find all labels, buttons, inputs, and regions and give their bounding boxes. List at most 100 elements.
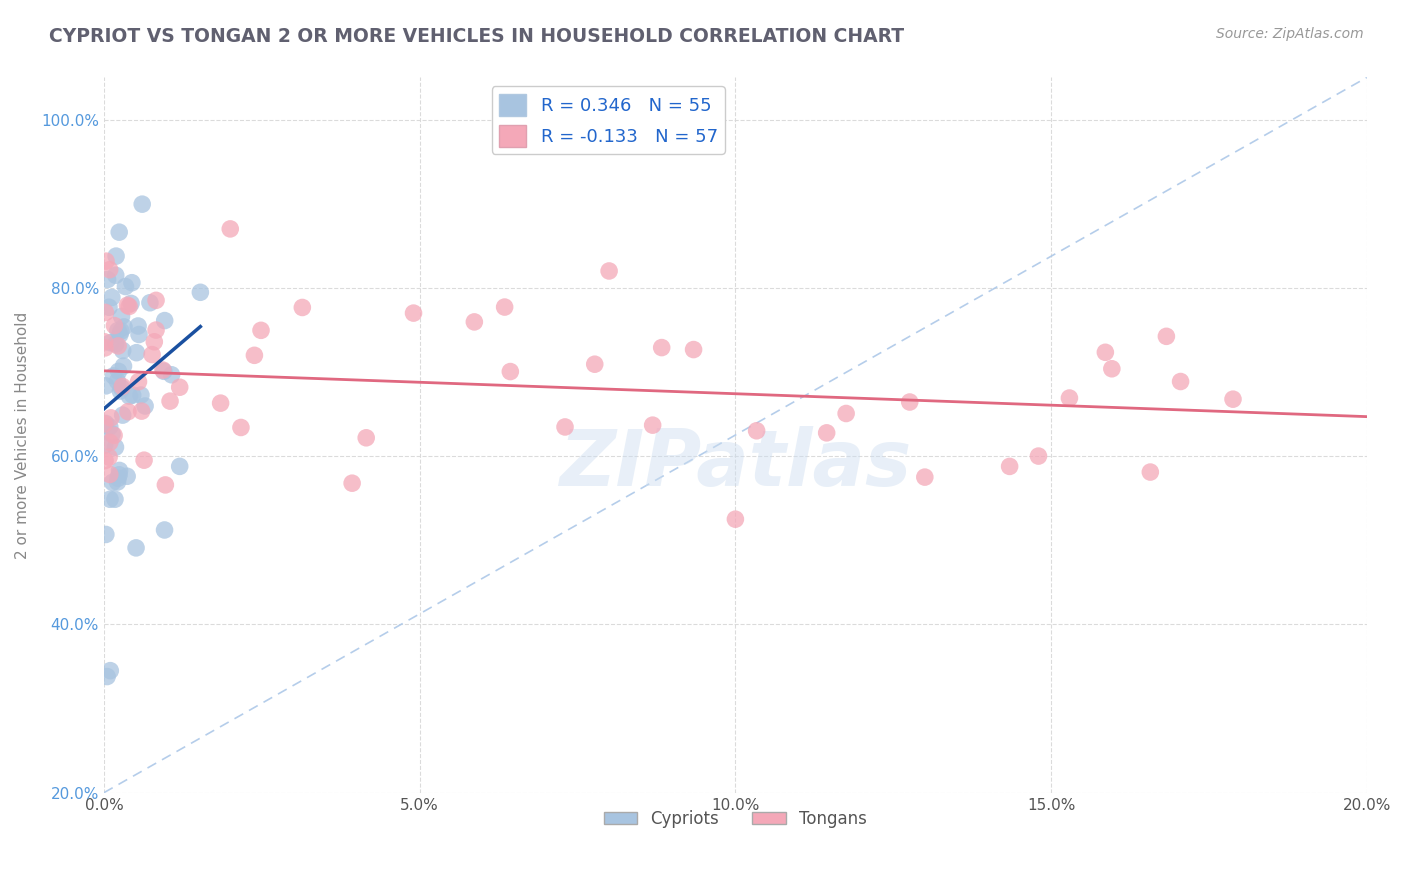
Point (101, 427, 124, 442)
Point (1028, 449, 1050, 463)
Point (291, 301, 314, 315)
Point (131, 404, 153, 418)
Point (145, 293, 167, 308)
Point (190, 285, 212, 300)
Point (120, 296, 142, 310)
Point (103, 318, 125, 333)
Point (898, 395, 921, 409)
Point (682, 343, 704, 357)
Point (98, 420, 121, 434)
Point (108, 467, 131, 482)
Point (914, 470, 936, 484)
Point (98, 300, 121, 314)
Point (117, 298, 139, 312)
Point (111, 379, 134, 393)
Y-axis label: 2 or more Vehicles in Household: 2 or more Vehicles in Household (15, 311, 30, 558)
Point (114, 279, 136, 293)
Point (121, 388, 143, 402)
Point (107, 374, 129, 388)
Point (463, 315, 485, 329)
Text: Source: ZipAtlas.com: Source: ZipAtlas.com (1216, 27, 1364, 41)
Point (340, 476, 363, 491)
Point (98, 435, 121, 450)
Point (128, 375, 150, 389)
Point (110, 324, 132, 338)
Point (112, 359, 135, 373)
Point (494, 300, 516, 314)
Point (107, 475, 129, 489)
Point (354, 431, 377, 445)
Point (641, 418, 664, 433)
Point (155, 478, 177, 492)
Point (110, 310, 132, 324)
Point (101, 475, 124, 490)
Point (402, 306, 425, 320)
Point (125, 541, 148, 555)
Point (835, 407, 858, 421)
Point (724, 512, 747, 526)
Point (815, 425, 838, 440)
Point (219, 222, 242, 236)
Point (1101, 361, 1123, 376)
Point (131, 197, 153, 211)
Point (110, 384, 132, 398)
Point (598, 264, 620, 278)
Point (745, 424, 768, 438)
Point (93, 417, 115, 431)
Point (107, 471, 129, 485)
Point (104, 268, 127, 283)
Point (169, 380, 191, 394)
Text: ZIPatlas: ZIPatlas (560, 425, 911, 501)
Point (1170, 375, 1192, 389)
Point (108, 463, 131, 477)
Point (98, 664, 121, 678)
Point (94, 379, 117, 393)
Point (100, 410, 122, 425)
Point (107, 364, 129, 378)
Point (159, 394, 181, 409)
Point (94, 254, 117, 268)
Point (243, 348, 266, 362)
Point (111, 408, 134, 422)
Point (153, 313, 176, 327)
Point (98, 450, 121, 465)
Point (98, 467, 121, 482)
Point (1094, 345, 1116, 359)
Point (100, 335, 122, 350)
Point (121, 276, 143, 290)
Point (169, 459, 191, 474)
Point (103, 428, 125, 442)
Point (152, 363, 174, 377)
Point (128, 327, 150, 342)
Point (129, 388, 152, 402)
Point (554, 420, 576, 434)
Point (250, 323, 273, 337)
Point (1139, 465, 1161, 479)
Point (97, 272, 120, 286)
Point (96, 669, 118, 683)
Point (111, 343, 134, 358)
Point (115, 469, 138, 483)
Point (139, 295, 162, 310)
Point (103, 368, 125, 383)
Point (94, 417, 117, 431)
Point (108, 327, 131, 342)
Text: CYPRIOT VS TONGAN 2 OR MORE VEHICLES IN HOUSEHOLD CORRELATION CHART: CYPRIOT VS TONGAN 2 OR MORE VEHICLES IN … (49, 27, 904, 45)
Point (98, 262, 121, 277)
Point (127, 318, 149, 333)
Point (98, 492, 121, 507)
Point (583, 357, 606, 371)
Point (108, 225, 131, 239)
Point (1222, 392, 1244, 407)
Point (112, 319, 135, 334)
Point (94, 527, 117, 541)
Point (1059, 391, 1081, 405)
Point (94, 341, 117, 355)
Point (93, 334, 115, 349)
Point (104, 337, 127, 351)
Point (651, 341, 673, 355)
Point (145, 323, 167, 337)
Point (153, 364, 176, 378)
Point (141, 348, 163, 362)
Point (1156, 329, 1178, 343)
